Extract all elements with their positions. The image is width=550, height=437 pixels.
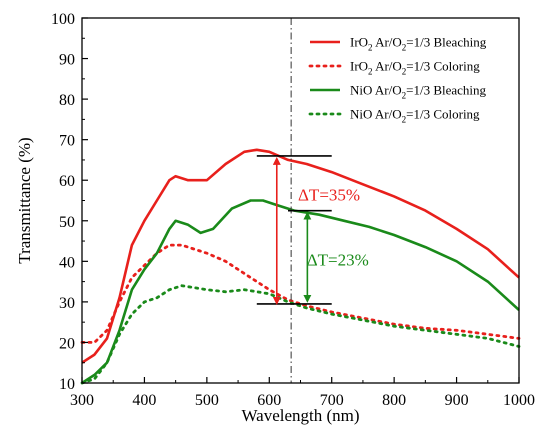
x-axis-title: Wavelength (nm) xyxy=(241,406,359,425)
x-tick-label-900: 900 xyxy=(445,392,469,409)
y-tick-label-10: 10 xyxy=(59,376,75,393)
y-tick-label-80: 80 xyxy=(59,92,75,109)
y-tick-label-70: 70 xyxy=(59,133,75,150)
y-tick-label-40: 40 xyxy=(59,254,75,271)
series-line-0 xyxy=(81,148,520,364)
x-tick-label-1000: 1000 xyxy=(503,392,535,409)
y-tick-label-90: 90 xyxy=(59,52,75,69)
x-tick-label-400: 400 xyxy=(132,392,156,409)
x-tick-label-600: 600 xyxy=(257,392,281,409)
y-tick-label-30: 30 xyxy=(59,295,75,312)
legend-label-2: NiO Ar/O2=1/3 Bleaching xyxy=(350,83,487,101)
series-line-3 xyxy=(80,284,521,385)
legend-label-3: NiO Ar/O2=1/3 Coloring xyxy=(350,107,480,125)
y-axis-title: Transmittance (%) xyxy=(15,137,34,263)
legend-label-1: IrO2 Ar/O2=1/3 Coloring xyxy=(350,59,480,77)
x-tick-label-700: 700 xyxy=(320,392,344,409)
legend-label-0: IrO2 Ar/O2=1/3 Bleaching xyxy=(350,35,487,53)
y-tick-label-20: 20 xyxy=(59,335,75,352)
y-tick-label-60: 60 xyxy=(59,173,75,190)
series-line-2 xyxy=(81,199,520,385)
x-tick-label-500: 500 xyxy=(195,392,219,409)
delta-label-0: ΔT=35% xyxy=(298,186,360,205)
series-line-1 xyxy=(80,243,521,344)
x-tick-label-800: 800 xyxy=(382,392,406,409)
y-tick-label-100: 100 xyxy=(51,11,75,28)
y-tick-label-50: 50 xyxy=(59,214,75,231)
delta-label-1: ΔT=23% xyxy=(307,250,369,269)
x-tick-label-300: 300 xyxy=(70,392,94,409)
